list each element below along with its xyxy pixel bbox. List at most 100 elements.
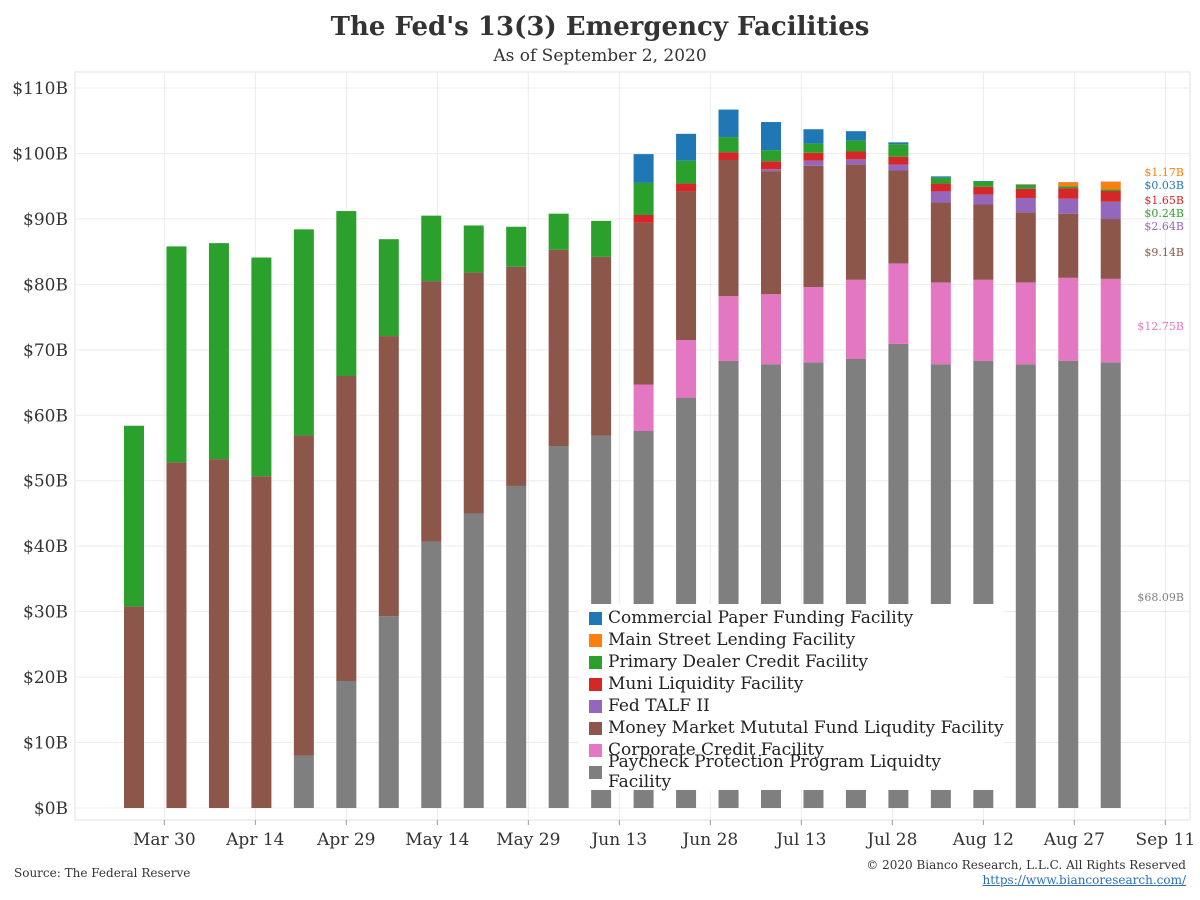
bar-segment: [1015, 364, 1036, 808]
bar-segment: [845, 159, 866, 165]
website-link[interactable]: https://www.biancoresearch.com/: [982, 873, 1186, 887]
bar-segment: [845, 164, 866, 280]
bar-segment: [888, 263, 909, 344]
bar-segment: [293, 435, 314, 756]
bar-segment: [845, 131, 866, 141]
x-tick-label: Aug 27: [1043, 830, 1105, 850]
bar-segment: [251, 476, 272, 808]
legend-item: Primary Dealer Credit Facility: [579, 651, 1004, 673]
bar-segment: [803, 143, 824, 153]
legend-swatch: [589, 721, 602, 735]
copyright-text: © 2020 Bianco Research, L.L.C. All Right…: [866, 858, 1186, 872]
bar-segment: [1100, 219, 1121, 279]
bar-segment: [463, 513, 484, 808]
bar-segment: [208, 459, 229, 808]
bar-segment: [888, 156, 909, 165]
bar-segment: [251, 257, 272, 477]
bar-segment: [718, 109, 739, 138]
chart-subtitle: As of September 2, 2020: [493, 46, 707, 66]
bar-segment: [930, 176, 951, 178]
bar-segment: [1015, 184, 1036, 189]
end-value-label: $9.14B: [1144, 246, 1184, 259]
chart-legend: Commercial Paper Funding Facility Main St…: [579, 604, 1004, 792]
bar-segment: [421, 281, 442, 542]
bar-segment: [378, 336, 399, 617]
bar-segment: [676, 191, 697, 340]
y-tick-label: $0B: [34, 799, 68, 819]
legend-swatch: [589, 743, 602, 757]
bar-segment: [633, 384, 654, 431]
y-tick-label: $50B: [23, 472, 68, 492]
bar-segment: [506, 226, 527, 267]
bar-segment: [548, 249, 569, 447]
x-tick-label: Apr 29: [316, 830, 375, 850]
legend-swatch: [589, 699, 602, 713]
bar-segment: [676, 183, 697, 192]
bar-segment: [761, 122, 781, 151]
bar-segment: [1058, 198, 1079, 214]
legend-swatch: [589, 765, 602, 779]
bar-segment: [1100, 278, 1121, 363]
bar-segment: [166, 462, 187, 808]
x-tick-label: May 29: [496, 830, 560, 850]
bar-segment: [888, 170, 909, 264]
bar-segment: [803, 152, 824, 161]
bar-segment: [1100, 181, 1121, 190]
bar-segment: [803, 160, 824, 166]
y-tick-label: $20B: [23, 668, 68, 688]
bar-segment: [336, 211, 357, 376]
legend-item: Commercial Paper Funding Facility: [579, 607, 1004, 629]
bar-segment: [761, 150, 781, 162]
bar-segment: [718, 160, 739, 297]
bar-segment: [548, 213, 569, 250]
x-tick-label: Sep 11: [1136, 830, 1196, 850]
bar-segment: [761, 161, 781, 170]
x-tick-label: Apr 14: [225, 830, 284, 850]
bar-segment: [761, 294, 781, 365]
bar-segment: [676, 133, 697, 161]
bar-segment: [676, 340, 697, 398]
bar-segment: [761, 171, 781, 295]
bar-segment: [548, 446, 569, 808]
bar-segment: [208, 243, 229, 460]
bar-segment: [930, 177, 951, 184]
bar-segment: [463, 272, 484, 514]
bar-segment: [1058, 188, 1079, 199]
bar-segment: [463, 225, 484, 273]
bar-segment: [718, 152, 739, 160]
x-tick-label: Jun 28: [680, 830, 738, 850]
end-value-label: $2.64B: [1144, 220, 1184, 233]
x-tick-label: Jul 28: [865, 830, 917, 850]
bar-segment: [1058, 360, 1079, 808]
end-value-label: $0.03B: [1144, 179, 1184, 192]
bar-segment: [888, 164, 909, 171]
bar-segment: [888, 144, 909, 157]
legend-item: Corporate Credit Facility: [579, 739, 1004, 761]
legend-label: Corporate Credit Facility: [608, 740, 824, 760]
bar-segment: [1015, 282, 1036, 365]
bar-segment: [591, 220, 612, 257]
bar-segment: [166, 246, 187, 463]
y-tick-label: $100B: [12, 144, 68, 164]
bar-segment: [973, 180, 994, 182]
y-tick-label: $30B: [23, 603, 68, 623]
legend-item: Muni Liquidity Facility: [579, 673, 1004, 695]
bar-segment: [633, 214, 654, 223]
legend-swatch: [589, 611, 602, 625]
bar-segment: [421, 215, 442, 282]
bar-segment: [336, 376, 357, 682]
legend-label: Commercial Paper Funding Facility: [608, 608, 914, 628]
bar-segment: [973, 194, 994, 205]
y-tick-label: $70B: [23, 341, 68, 361]
bar-segment: [973, 204, 994, 280]
bar-segment: [1100, 362, 1121, 808]
bar-segment: [1015, 188, 1036, 198]
legend-item: Money Market Mututal Fund Liqudity Facil…: [579, 717, 1004, 739]
y-tick-label: $10B: [23, 734, 68, 754]
source-note: Source: The Federal Reserve: [14, 866, 191, 880]
legend-label: Money Market Mututal Fund Liqudity Facil…: [608, 718, 1004, 738]
x-tick-label: Jun 13: [589, 830, 647, 850]
chart-title: The Fed's 13(3) Emergency Facilities: [330, 12, 870, 42]
bar-segment: [1058, 277, 1079, 361]
bar-segment: [591, 256, 612, 436]
